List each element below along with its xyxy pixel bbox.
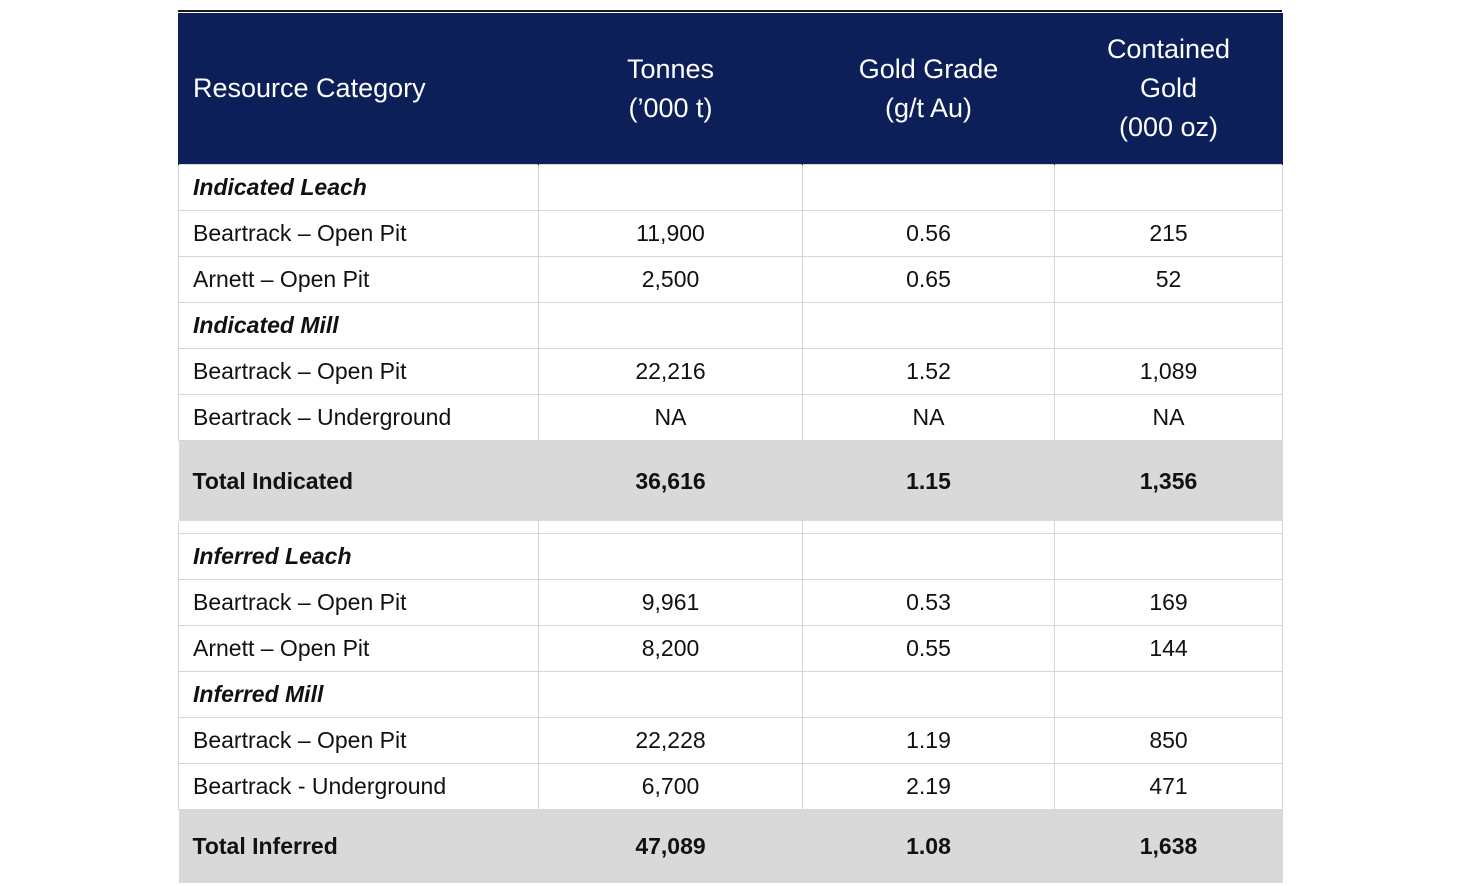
- table-row: Beartrack - Underground 6,700 2.19 471: [178, 763, 1283, 810]
- spacer-cell: [538, 521, 803, 534]
- tonnes-cell: 9,961: [538, 579, 803, 626]
- table-row: Beartrack – Underground NA NA NA: [178, 394, 1283, 441]
- grade-cell: 0.65: [802, 256, 1055, 303]
- total-tonnes-cell: 47,089: [538, 809, 803, 883]
- tonnes-cell: 6,700: [538, 763, 803, 810]
- spacer-cell: [178, 521, 539, 534]
- row-label: Beartrack – Open Pit: [178, 579, 539, 626]
- grade-cell: 0.55: [802, 625, 1055, 672]
- header-line: Tonnes: [626, 53, 715, 84]
- gold-cell: 850: [1054, 717, 1283, 764]
- header-gold-grade: Gold Grade (g/t Au): [802, 13, 1055, 165]
- header-line: Contained: [1106, 34, 1231, 64]
- section-label: Indicated Mill: [178, 302, 539, 349]
- spacer-cell: [802, 521, 1055, 534]
- grade-cell: 0.53: [802, 579, 1055, 626]
- gold-cell: NA: [1054, 394, 1283, 441]
- section-row-inferred-mill: Inferred Mill: [178, 671, 1283, 718]
- table-row: Arnett – Open Pit 8,200 0.55 144: [178, 625, 1283, 672]
- empty-cell: [802, 671, 1055, 718]
- gold-cell: 144: [1054, 625, 1283, 672]
- grade-cell: 1.52: [802, 348, 1055, 395]
- row-label: Beartrack - Underground: [178, 763, 539, 810]
- table-row: Beartrack – Open Pit 9,961 0.53 169: [178, 579, 1283, 626]
- top-rule: [178, 10, 1282, 12]
- row-label: Beartrack – Underground: [178, 394, 539, 441]
- row-label: Arnett – Open Pit: [178, 256, 539, 303]
- row-label: Beartrack – Open Pit: [178, 717, 539, 764]
- tonnes-cell: 2,500: [538, 256, 803, 303]
- section-label: Inferred Mill: [178, 671, 539, 718]
- table-header: Resource Category Tonnes (’000 t) Gold G…: [178, 13, 1283, 165]
- table-row: Arnett – Open Pit 2,500 0.65 52: [178, 256, 1283, 303]
- total-indicated-row: Total Indicated 36,616 1.15 1,356: [178, 440, 1283, 521]
- total-label: Total Indicated: [178, 440, 539, 521]
- total-inferred-row: Total Inferred 47,089 1.08 1,638: [178, 809, 1283, 883]
- table-row: Beartrack – Open Pit 22,216 1.52 1,089: [178, 348, 1283, 395]
- empty-cell: [802, 164, 1055, 211]
- header-line: Gold Grade: [858, 53, 999, 84]
- header-row: Resource Category Tonnes (’000 t) Gold G…: [178, 13, 1283, 165]
- table-body: Indicated Leach Beartrack – Open Pit 11,…: [178, 164, 1283, 883]
- header-contained-gold: Contained Gold (000 oz): [1054, 13, 1283, 165]
- spacer-cell: [1054, 521, 1283, 534]
- section-label: Indicated Leach: [178, 164, 539, 211]
- empty-cell: [1054, 164, 1283, 211]
- total-gold-cell: 1,356: [1054, 440, 1283, 521]
- empty-cell: [1054, 671, 1283, 718]
- empty-cell: [1054, 533, 1283, 580]
- gold-cell: 471: [1054, 763, 1283, 810]
- tonnes-cell: 8,200: [538, 625, 803, 672]
- empty-cell: [802, 302, 1055, 349]
- gold-cell: 169: [1054, 579, 1283, 626]
- gold-cell: 1,089: [1054, 348, 1283, 395]
- empty-cell: [538, 302, 803, 349]
- header-line: Resource Category: [193, 73, 426, 103]
- grade-cell: 1.19: [802, 717, 1055, 764]
- row-label: Beartrack – Open Pit: [178, 210, 539, 257]
- spacer-row: [178, 521, 1283, 534]
- section-row-inferred-leach: Inferred Leach: [178, 533, 1283, 580]
- header-tonnes: Tonnes (’000 t): [538, 13, 803, 165]
- resource-table: Resource Category Tonnes (’000 t) Gold G…: [178, 13, 1283, 883]
- section-label: Inferred Leach: [178, 533, 539, 580]
- section-row-indicated-leach: Indicated Leach: [178, 164, 1283, 211]
- empty-cell: [538, 164, 803, 211]
- tonnes-cell: 22,216: [538, 348, 803, 395]
- header-line: (g/t Au): [884, 92, 973, 123]
- gold-cell: 215: [1054, 210, 1283, 257]
- total-grade-cell: 1.15: [802, 440, 1055, 521]
- header-line: (000 oz): [1118, 112, 1219, 142]
- empty-cell: [538, 533, 803, 580]
- tonnes-cell: 11,900: [538, 210, 803, 257]
- section-row-indicated-mill: Indicated Mill: [178, 302, 1283, 349]
- total-grade-cell: 1.08: [802, 809, 1055, 883]
- row-label: Arnett – Open Pit: [178, 625, 539, 672]
- tonnes-cell: 22,228: [538, 717, 803, 764]
- empty-cell: [1054, 302, 1283, 349]
- row-label: Beartrack – Open Pit: [178, 348, 539, 395]
- table-row: Beartrack – Open Pit 22,228 1.19 850: [178, 717, 1283, 764]
- table-row: Beartrack – Open Pit 11,900 0.56 215: [178, 210, 1283, 257]
- header-line: Gold: [1139, 73, 1198, 103]
- tonnes-cell: NA: [538, 394, 803, 441]
- header-resource-category: Resource Category: [178, 13, 539, 165]
- total-label: Total Inferred: [178, 809, 539, 883]
- grade-cell: NA: [802, 394, 1055, 441]
- empty-cell: [802, 533, 1055, 580]
- empty-cell: [538, 671, 803, 718]
- total-tonnes-cell: 36,616: [538, 440, 803, 521]
- grade-cell: 0.56: [802, 210, 1055, 257]
- header-line: (’000 t): [628, 92, 713, 123]
- grade-cell: 2.19: [802, 763, 1055, 810]
- gold-cell: 52: [1054, 256, 1283, 303]
- total-gold-cell: 1,638: [1054, 809, 1283, 883]
